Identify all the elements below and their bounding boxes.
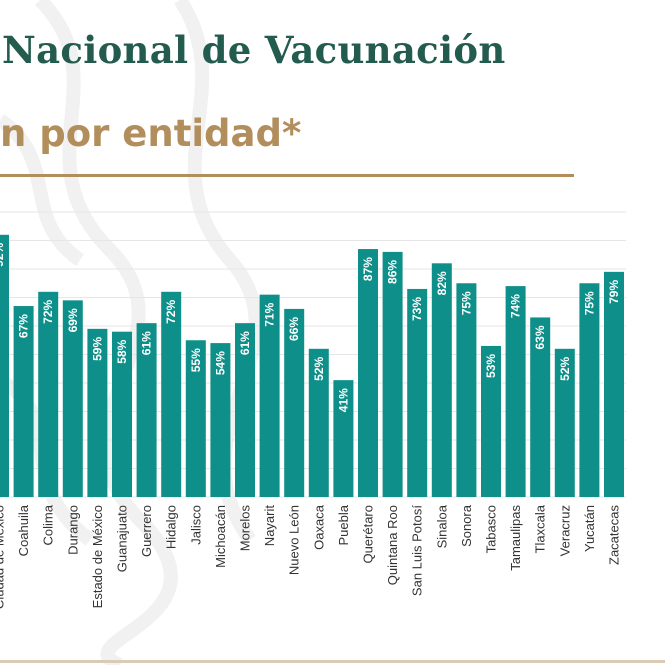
data-label: 59% <box>90 337 104 361</box>
bar <box>13 306 34 497</box>
bar <box>456 283 477 497</box>
category-label: Tamaulipas <box>508 505 523 571</box>
data-label: 72% <box>164 299 178 323</box>
data-label: 92% <box>0 242 6 266</box>
data-label: 86% <box>386 260 400 284</box>
data-label: 75% <box>459 291 473 315</box>
data-label: 69% <box>66 308 80 332</box>
category-label: Michoacán <box>213 505 228 568</box>
category-label: Morelos <box>238 505 253 552</box>
category-label: Colima <box>41 504 56 545</box>
data-label: 52% <box>312 356 326 380</box>
category-label: Nuevo León <box>287 505 302 575</box>
data-label: 63% <box>533 325 547 349</box>
bar <box>136 323 157 497</box>
data-label: 73% <box>410 297 424 321</box>
category-label: Veracruz <box>557 505 572 556</box>
bar <box>579 283 600 497</box>
bar <box>210 343 231 497</box>
bar <box>382 251 403 497</box>
data-label: 82% <box>435 271 449 295</box>
bar <box>62 300 83 497</box>
data-label: 79% <box>607 280 621 304</box>
bar <box>530 317 551 497</box>
bar <box>554 348 575 497</box>
page-subtitle: n por entidad* <box>0 112 302 155</box>
chart-bars <box>0 234 624 498</box>
category-label: Hidalgo <box>164 505 179 549</box>
bar <box>235 323 255 497</box>
bar <box>87 328 108 497</box>
data-label: 61% <box>140 331 154 355</box>
category-label: Durango <box>65 505 80 555</box>
bottom-divider <box>0 660 665 663</box>
data-label: 54% <box>213 351 227 375</box>
chart-data-labels: 92% 67% 72% 69% 59% 58% 61% 72% 55% 54% 61% 71% 66% 5… <box>0 242 621 412</box>
category-label: Puebla <box>336 504 351 545</box>
category-label: San Luis Potosí <box>410 505 425 596</box>
title-divider <box>0 174 574 177</box>
category-label: Zacatecas <box>607 505 622 565</box>
bar <box>407 288 428 497</box>
data-label: 67% <box>17 314 31 338</box>
data-label: 61% <box>238 331 252 355</box>
data-label: 53% <box>484 354 498 378</box>
data-label: 52% <box>558 356 572 380</box>
category-label: Tlaxcala <box>533 504 548 553</box>
bar <box>0 234 9 498</box>
bar <box>161 291 182 497</box>
category-label: Quintana Roo <box>385 505 400 585</box>
bar <box>112 331 132 497</box>
bar <box>333 380 354 497</box>
category-label: Tabasco <box>484 505 499 553</box>
category-label: Estado de México <box>90 505 105 608</box>
data-label: 71% <box>263 302 277 326</box>
data-label: 75% <box>582 291 596 315</box>
bar <box>308 348 329 497</box>
chart-category-labels: Ciudad de México Coahuila Colima Durango Est… <box>0 504 622 609</box>
bar <box>481 345 501 497</box>
category-label: Querétaro <box>361 505 376 564</box>
data-label: 72% <box>41 299 55 323</box>
category-label: Coahuila <box>16 504 31 556</box>
category-label: Jalisco <box>188 505 203 545</box>
category-label: Guerrero <box>139 505 154 557</box>
category-label: Sonora <box>459 504 474 547</box>
data-label: 41% <box>336 388 350 412</box>
data-label: 55% <box>189 348 203 372</box>
data-label: 87% <box>361 257 375 281</box>
bar <box>185 340 206 497</box>
bar <box>505 286 526 497</box>
data-label: 66% <box>287 317 301 341</box>
bar <box>431 263 452 497</box>
bar <box>284 308 305 497</box>
page-title: Nacional de Vacunación <box>2 28 506 72</box>
bar <box>259 294 280 497</box>
data-label: 58% <box>115 339 129 363</box>
category-label: Nayarit <box>262 505 277 547</box>
category-label: Guanajuato <box>115 505 130 572</box>
data-label: 74% <box>509 294 523 318</box>
category-label: Sinaloa <box>434 504 449 548</box>
bar <box>358 249 378 497</box>
bar <box>604 271 624 497</box>
bar <box>38 291 59 497</box>
category-label: Ciudad de México <box>0 505 7 609</box>
category-label: Oaxaca <box>311 504 326 550</box>
category-label: Yucatán <box>582 505 597 552</box>
